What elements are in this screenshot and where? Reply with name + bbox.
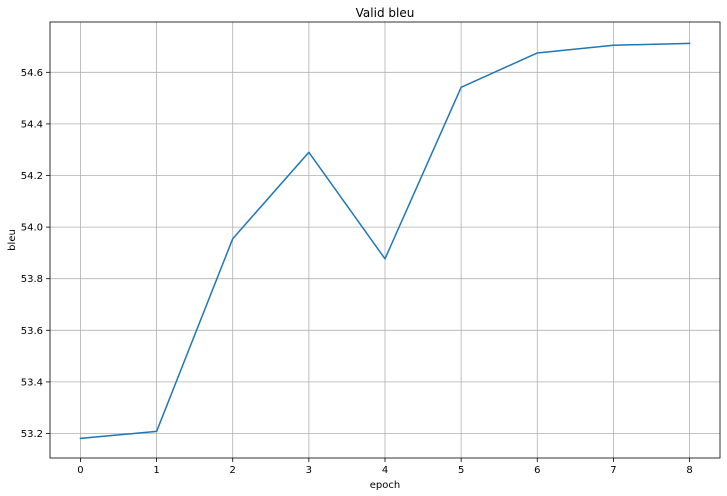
- y-tick-label: 53.2: [21, 429, 43, 440]
- x-tick-label: 5: [458, 465, 464, 476]
- x-tick-label: 3: [306, 465, 312, 476]
- chart-title: Valid bleu: [356, 6, 415, 20]
- y-tick-label: 53.6: [21, 326, 43, 337]
- grid-layer: [50, 22, 720, 458]
- x-tick-label: 7: [610, 465, 616, 476]
- x-tick-label: 0: [77, 465, 83, 476]
- y-tick-label: 53.4: [21, 377, 43, 388]
- y-tick-label: 54.0: [21, 223, 43, 234]
- x-tick-label: 4: [382, 465, 388, 476]
- series-layer: [79, 42, 691, 440]
- y-tick-label: 54.6: [21, 68, 43, 79]
- x-tick-label: 2: [230, 465, 236, 476]
- x-tick-label: 8: [686, 465, 692, 476]
- x-axis-label: epoch: [370, 480, 400, 491]
- y-tick-label: 54.2: [21, 171, 43, 182]
- y-axis-label: bleu: [7, 229, 18, 251]
- y-tick-label: 53.8: [21, 274, 43, 285]
- x-tick-label: 6: [534, 465, 540, 476]
- x-tick-label: 1: [153, 465, 159, 476]
- y-tick-label: 54.4: [21, 119, 43, 130]
- ticks-layer: 0 1 2 3 4 5 6 7 8 53.2 53.4 53.6 53.8 54.0 54.2 54.4 54.…: [21, 68, 693, 476]
- plot-frame: [49, 21, 721, 459]
- series-line: [79, 42, 691, 440]
